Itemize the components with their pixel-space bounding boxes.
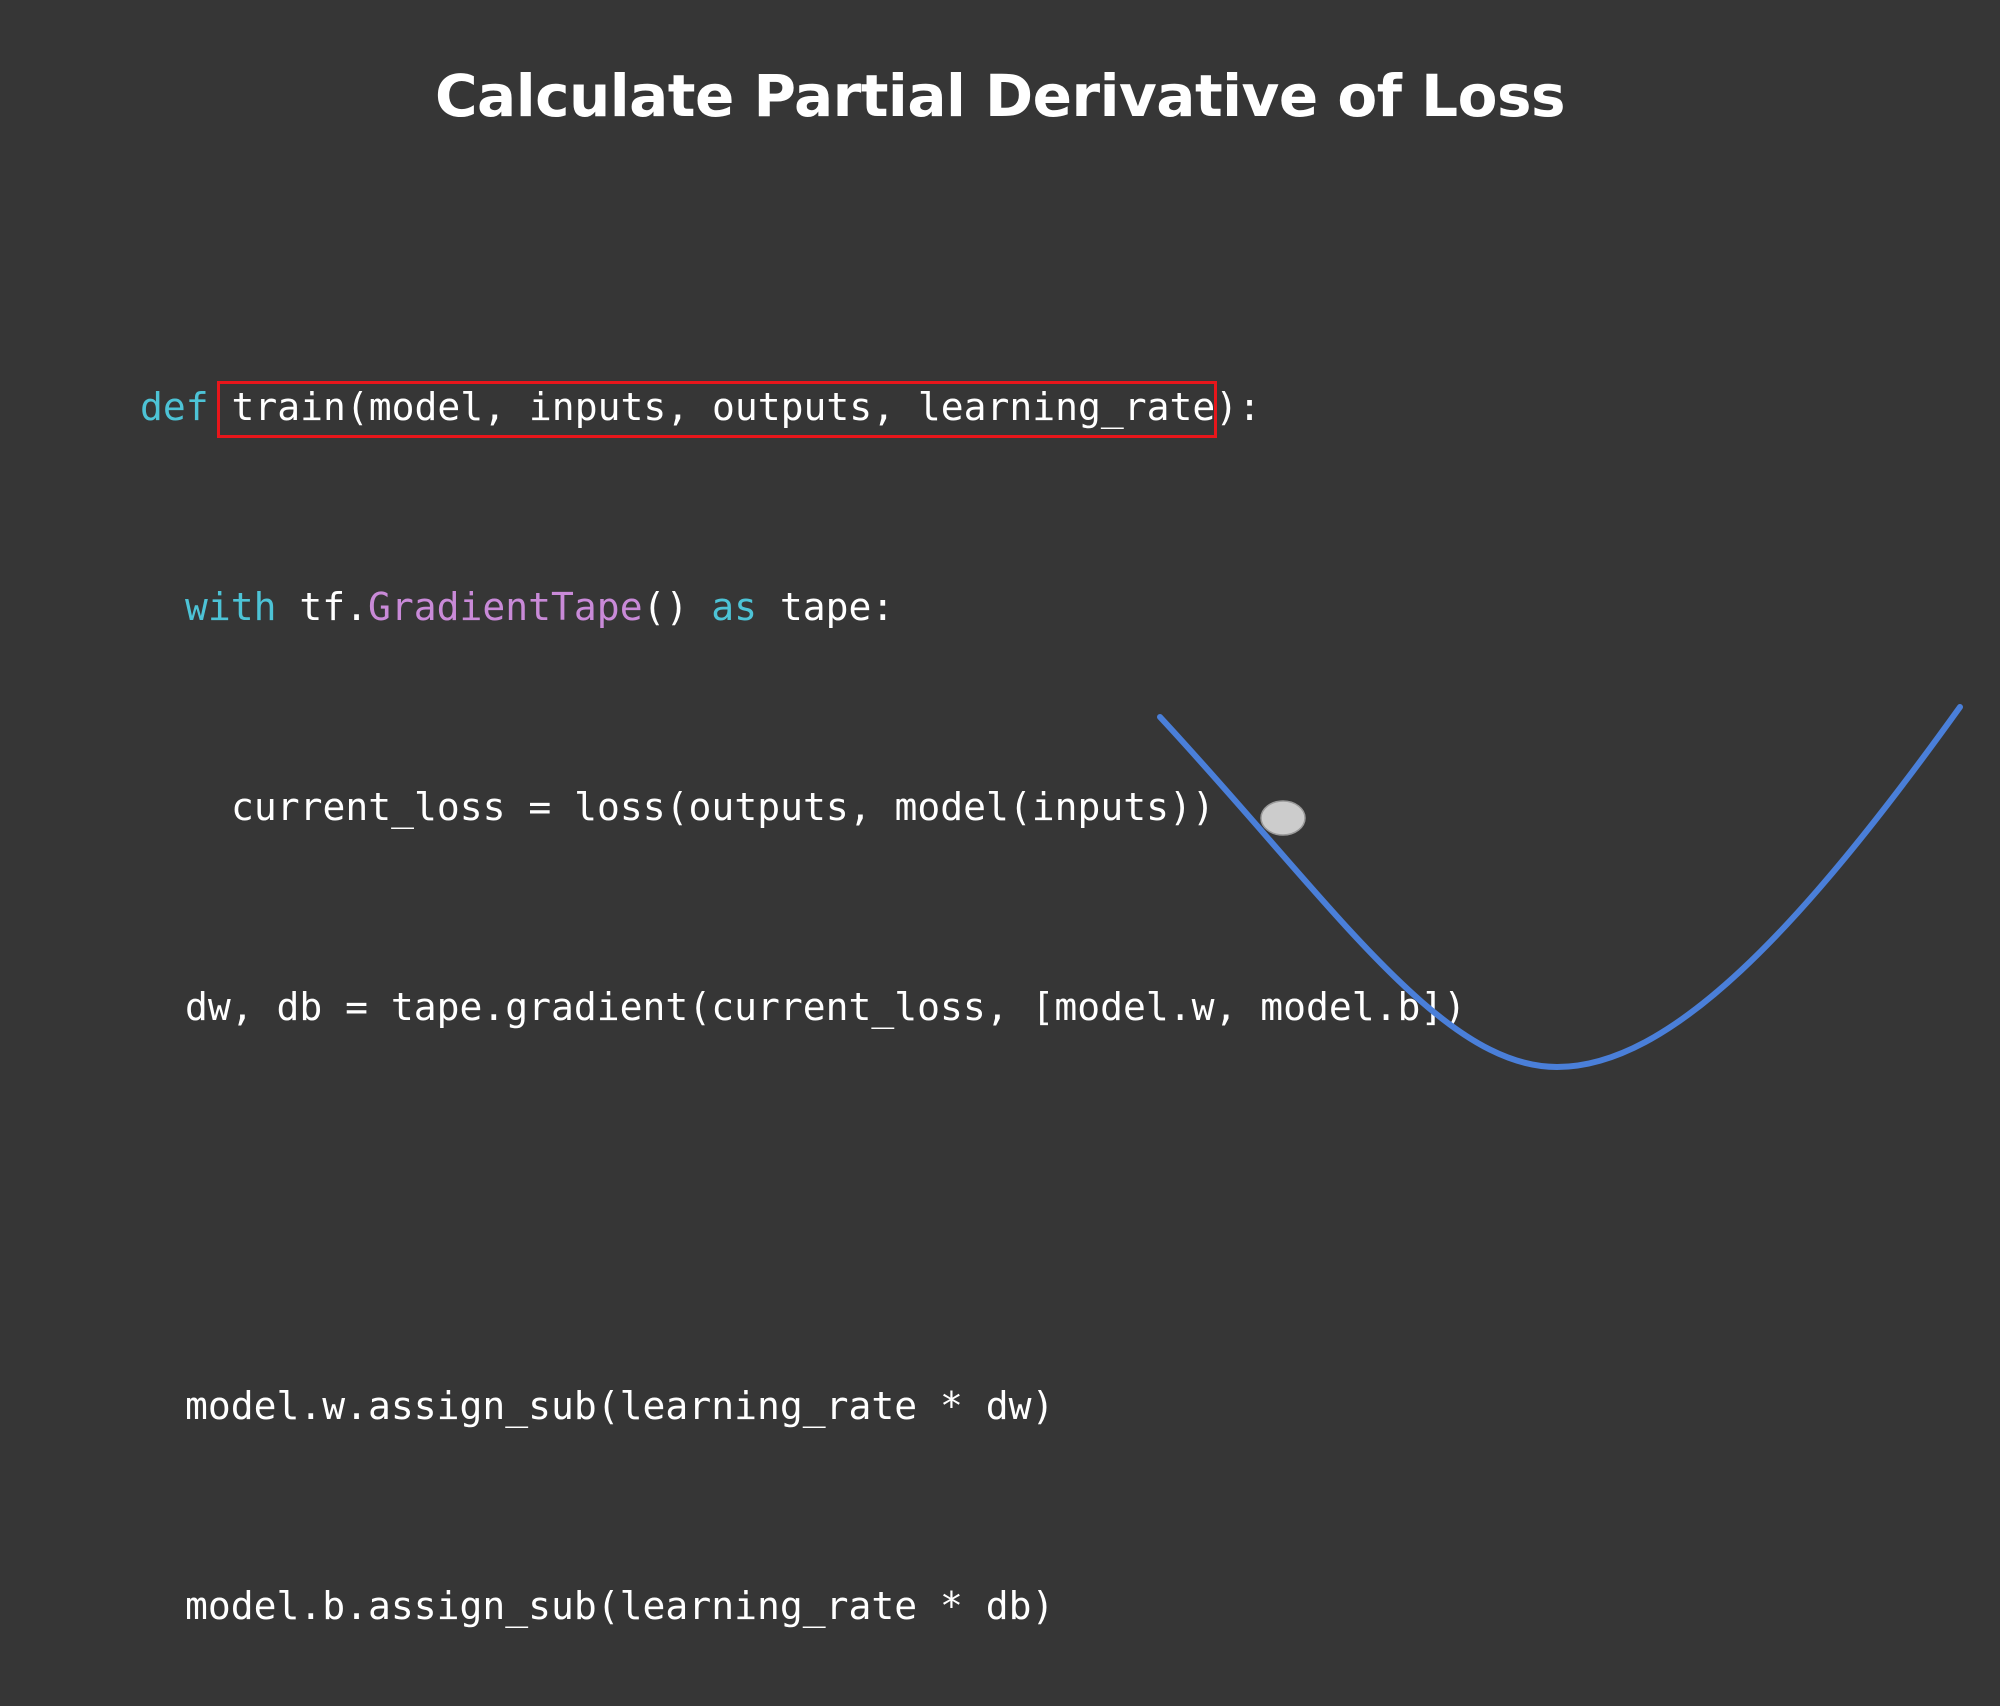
code-line-assign-w: model.w.assign_sub(learning_rate * dw) [140, 1373, 1466, 1440]
loss-curve-illustration [1157, 704, 1963, 1071]
code-text: tf. [276, 584, 369, 629]
code-text: current_loss = loss(outputs, model(input… [231, 784, 1215, 829]
keyword-def: def [140, 385, 209, 430]
slide-title: Calculate Partial Derivative of Loss [434, 62, 1566, 130]
keyword-with: with [185, 584, 277, 629]
code-line-with: with tf.GradientTape() as tape: [140, 574, 1466, 641]
code-text: train(model, inputs, outputs, learning_r… [208, 385, 1262, 430]
code-text: model.b.assign_sub(learning_rate * db) [185, 1583, 1055, 1628]
class-gradienttape: GradientTape [368, 584, 643, 629]
code-line-def: def train(model, inputs, outputs, learni… [140, 374, 1466, 441]
code-text: dw, db = tape.gradient(current_loss, [mo… [185, 984, 1467, 1029]
keyword-as: as [711, 584, 757, 629]
code-line-assign-b: model.b.assign_sub(learning_rate * db) [140, 1573, 1466, 1640]
ball-marker [1260, 800, 1306, 836]
code-line-current-loss: current_loss = loss(outputs, model(input… [140, 774, 1466, 841]
highlight-box [217, 381, 1217, 438]
code-line-blank [140, 1173, 1466, 1240]
code-text: () [642, 584, 712, 629]
loss-curve [1157, 704, 1963, 1071]
code-text: model.w.assign_sub(learning_rate * dw) [185, 1384, 1055, 1429]
code-block: def train(model, inputs, outputs, learni… [140, 241, 1466, 1706]
code-text: tape: [756, 584, 895, 629]
code-line-gradient: dw, db = tape.gradient(current_loss, [mo… [140, 974, 1466, 1041]
